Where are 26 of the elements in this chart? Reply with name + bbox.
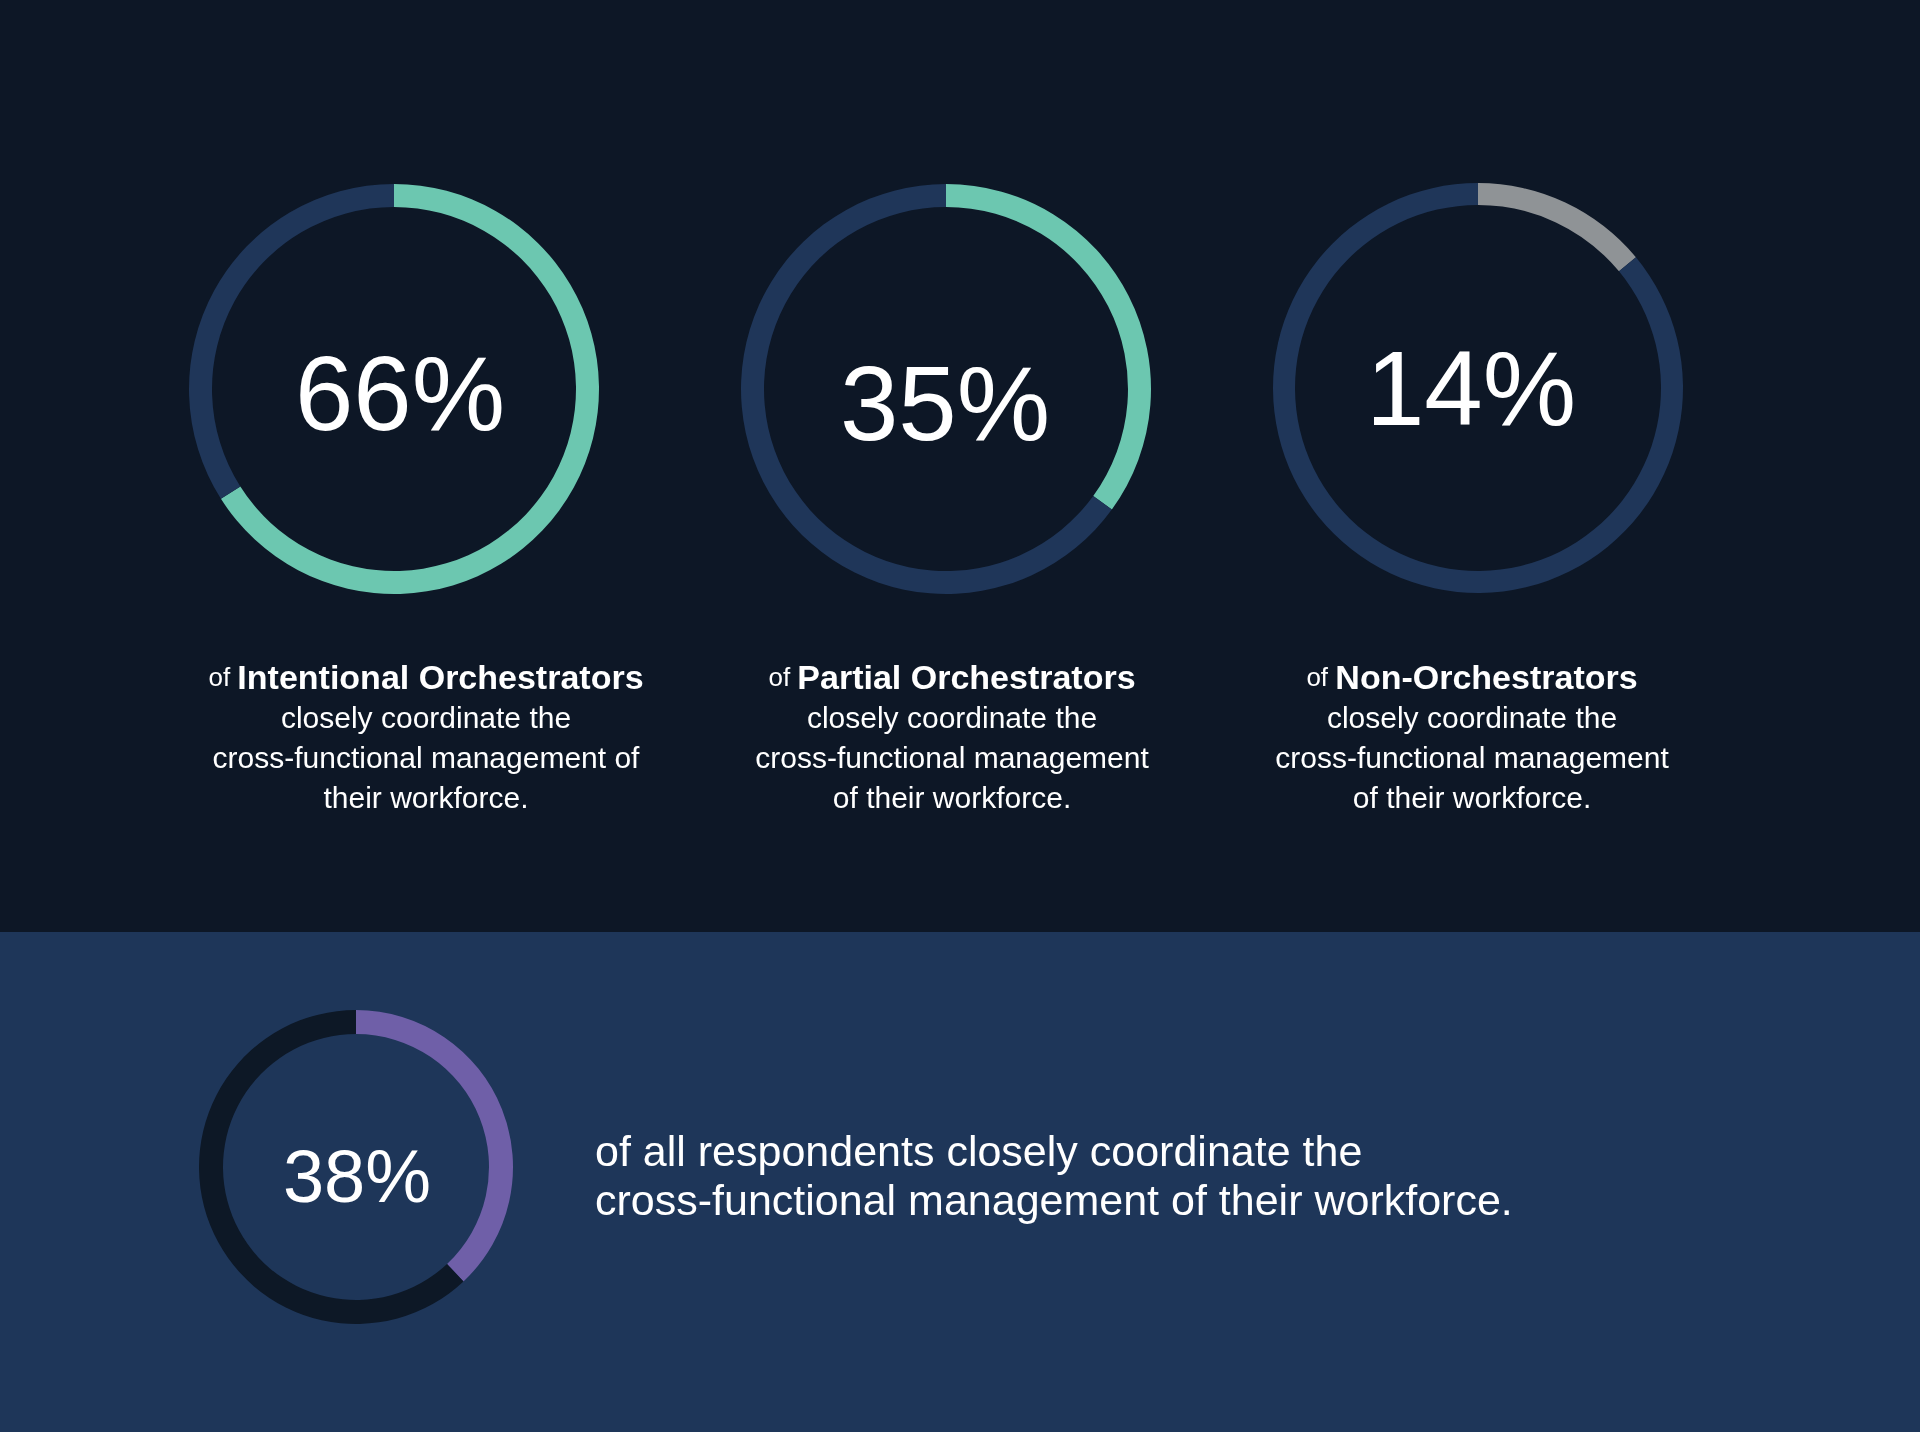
donut-slice xyxy=(199,1010,464,1324)
text: 66% xyxy=(294,334,506,452)
text: 38% xyxy=(282,1134,432,1218)
text: Non-Orchestrators xyxy=(1335,658,1638,697)
text: of xyxy=(1306,662,1329,693)
donut-slice xyxy=(1478,183,1636,272)
text: closely coordinate the xyxy=(280,700,572,734)
text: of all respondents closely coordinate the xyxy=(595,1127,1363,1176)
text: of their workforce. xyxy=(1352,780,1592,814)
text: cross-functional management xyxy=(1275,740,1670,774)
donut-slice xyxy=(1273,183,1683,593)
text: of xyxy=(768,662,791,693)
text: of their workforce. xyxy=(832,780,1072,814)
text: Partial Orchestrators xyxy=(797,658,1136,697)
text: 35% xyxy=(839,344,1051,462)
text: cross-functional management of their workforce. xyxy=(595,1176,1513,1225)
text: of xyxy=(208,662,231,693)
text: cross-functional management of xyxy=(212,740,641,774)
text: cross-functional management xyxy=(755,740,1150,774)
text: closely coordinate the xyxy=(806,700,1098,734)
text: their workforce. xyxy=(323,780,529,814)
donut-slice xyxy=(220,184,599,594)
donut-slice xyxy=(741,184,1112,594)
text: 14% xyxy=(1365,329,1577,447)
text: closely coordinate the xyxy=(1326,700,1618,734)
text: Intentional Orchestrators xyxy=(237,658,644,697)
